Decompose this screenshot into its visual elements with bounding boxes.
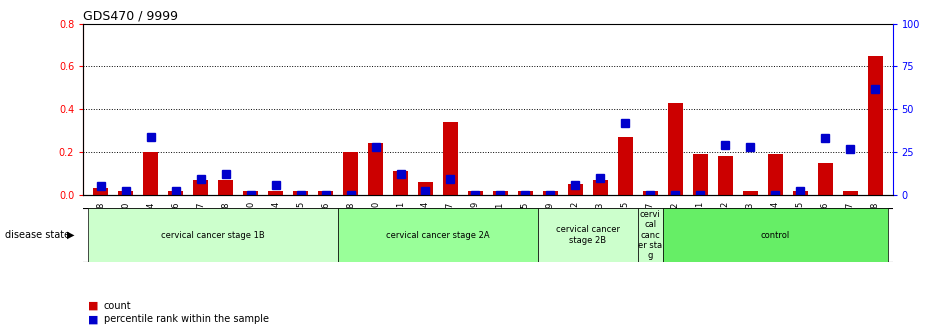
Bar bbox=[793, 191, 808, 195]
Bar bbox=[768, 154, 783, 195]
Bar bbox=[538, 208, 638, 262]
Bar bbox=[88, 208, 338, 262]
Bar bbox=[343, 152, 358, 195]
Text: percentile rank within the sample: percentile rank within the sample bbox=[104, 314, 268, 324]
Bar bbox=[543, 191, 558, 195]
Bar bbox=[443, 122, 458, 195]
Bar bbox=[518, 191, 533, 195]
Bar bbox=[338, 208, 538, 262]
Bar bbox=[318, 191, 333, 195]
Bar bbox=[468, 191, 483, 195]
Text: ▶: ▶ bbox=[67, 230, 74, 240]
Bar bbox=[618, 137, 633, 195]
Bar bbox=[663, 208, 888, 262]
Bar bbox=[293, 191, 308, 195]
Bar bbox=[93, 188, 108, 195]
Text: cervical cancer stage 1B: cervical cancer stage 1B bbox=[161, 231, 265, 240]
Text: disease state: disease state bbox=[5, 230, 69, 240]
Text: count: count bbox=[104, 301, 131, 311]
Bar bbox=[668, 103, 683, 195]
Bar bbox=[143, 152, 158, 195]
Text: cervical cancer
stage 2B: cervical cancer stage 2B bbox=[556, 225, 620, 245]
Text: cervical cancer stage 2A: cervical cancer stage 2A bbox=[386, 231, 490, 240]
Bar bbox=[718, 156, 733, 195]
Bar bbox=[118, 191, 133, 195]
Bar bbox=[638, 208, 663, 262]
Bar bbox=[168, 191, 183, 195]
Bar bbox=[393, 171, 408, 195]
Bar bbox=[368, 143, 383, 195]
Bar bbox=[218, 180, 233, 195]
Text: control: control bbox=[760, 231, 790, 240]
Bar bbox=[593, 180, 608, 195]
Text: GDS470 / 9999: GDS470 / 9999 bbox=[83, 9, 179, 23]
Bar bbox=[868, 56, 882, 195]
Text: ■: ■ bbox=[88, 314, 98, 324]
Bar bbox=[243, 191, 258, 195]
Bar bbox=[418, 182, 433, 195]
Bar bbox=[193, 180, 208, 195]
Text: ■: ■ bbox=[88, 301, 98, 311]
Bar bbox=[843, 191, 857, 195]
Bar bbox=[493, 191, 508, 195]
Text: cervi
cal
canc
er sta
g: cervi cal canc er sta g bbox=[638, 210, 662, 260]
Bar bbox=[268, 191, 283, 195]
Bar bbox=[568, 184, 583, 195]
Bar bbox=[643, 191, 658, 195]
Bar bbox=[818, 163, 833, 195]
Bar bbox=[693, 154, 708, 195]
Bar bbox=[743, 191, 758, 195]
